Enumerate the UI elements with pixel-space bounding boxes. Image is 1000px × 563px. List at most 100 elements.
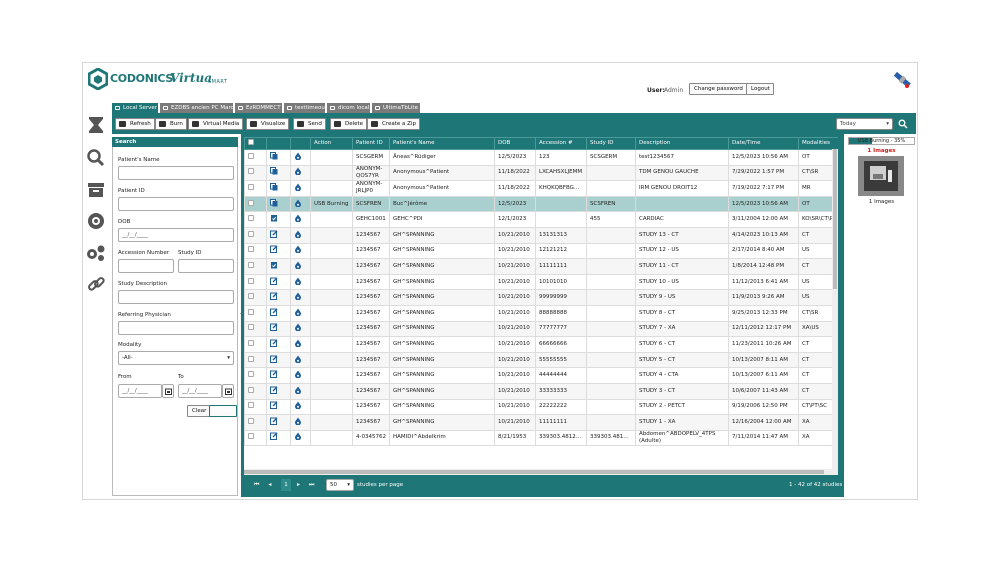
server-tab[interactable]: Local Server [112,103,158,113]
row-checkbox[interactable] [244,289,267,306]
column-header[interactable]: Action [310,137,353,150]
change-password-button[interactable]: Change password [689,83,747,95]
burn-icon[interactable] [290,195,311,213]
row-checkbox[interactable] [244,242,267,260]
burn-icon[interactable] [290,304,311,322]
study-row[interactable]: GEHC1001 GEHC^PDI 12/1/2023 455 CARDIAC 3/11/… [244,211,838,228]
row-action-icon[interactable] [266,149,291,166]
burn-icon[interactable] [290,180,311,197]
row-action-icon[interactable] [266,336,291,353]
search-button[interactable]: Search [209,405,237,417]
row-checkbox[interactable] [244,336,267,353]
row-action-icon[interactable] [266,180,291,197]
row-checkbox[interactable] [244,414,267,431]
from-calendar-button[interactable] [162,384,174,398]
server-tab[interactable]: UltimaTbLite [372,103,420,113]
patient-id-input[interactable] [118,197,234,211]
row-action-icon[interactable] [266,367,291,384]
study-row[interactable]: 1234567 GH^SPANNING 10/21/2010 55555555 STUD… [244,351,838,369]
study-row[interactable]: 1234567 GH^SPANNING 10/21/2010 77777777 STUD… [244,320,838,338]
row-checkbox[interactable] [244,195,267,213]
logout-button[interactable]: Logout [746,83,774,95]
referring-physician-input[interactable] [118,321,234,335]
row-checkbox[interactable] [244,382,267,400]
row-action-icon[interactable] [266,226,291,244]
settings-icon[interactable] [87,245,105,262]
study-row[interactable]: SCSGERM Äneas^Rüdiger 12/5/2023 123 SCSGERM t… [244,149,838,166]
study-row[interactable]: 1234567 GH^SPANNING 10/21/2010 11111111 STUD… [244,414,838,431]
column-header[interactable]: Patient ID [352,137,390,150]
toolbar-button[interactable]: Virtual Media [188,118,244,130]
row-checkbox[interactable] [244,304,267,322]
study-row[interactable]: 4-0345762 HAMIDI^Abdelkrim 8/21/1953 339303… [244,429,838,447]
archive-icon[interactable] [88,183,104,197]
study-row[interactable]: ANONYM-QOS7YR Anonymous^Patient 11/18/2022… [244,164,838,182]
patient-name-input[interactable] [118,166,234,180]
row-action-icon[interactable] [266,258,291,275]
toolbar-button[interactable]: Refresh [115,118,155,130]
burn-icon[interactable] [290,258,311,275]
row-checkbox[interactable] [244,351,267,369]
burn-icon[interactable] [290,242,311,260]
column-header[interactable]: Modalities [798,137,838,150]
row-checkbox[interactable] [244,429,267,447]
column-header[interactable]: Accession # [535,137,587,150]
toolbar-button[interactable]: Delete [330,118,368,130]
burn-icon[interactable] [290,273,311,291]
study-id-input[interactable] [178,259,234,273]
burn-icon[interactable] [290,367,311,384]
row-action-icon[interactable] [266,289,291,306]
burn-icon[interactable] [290,336,311,353]
dob-input[interactable]: __/__/____ [118,228,234,242]
toolbar-button[interactable]: Send [293,118,326,130]
study-row[interactable]: 1234567 GH^SPANNING 10/21/2010 88888888 STUD… [244,304,838,322]
pager-arrows[interactable]: ▸⏭ [297,481,324,488]
current-page[interactable]: 1 [281,479,291,491]
burn-icon[interactable] [290,149,311,166]
burn-icon[interactable] [290,226,311,244]
study-row[interactable]: 1234567 GH^SPANNING 10/21/2010 12121212 STUD… [244,242,838,260]
server-tab[interactable]: EZDBS ancien PC Marc [160,103,234,113]
row-action-icon[interactable] [266,211,291,228]
column-header[interactable]: Description [635,137,729,150]
study-row[interactable]: 1234567 GH^SPANNING 10/21/2010 66666666 STUD… [244,336,838,353]
study-description-input[interactable] [118,290,234,304]
row-checkbox[interactable] [244,226,267,244]
row-action-icon[interactable] [266,273,291,291]
page-size-select[interactable]: 50 ▾ [326,479,354,491]
burn-icon[interactable] [290,429,311,447]
row-action-icon[interactable] [266,382,291,400]
study-row[interactable]: 1234567 GH^SPANNING 10/21/2010 10101010 STUD… [244,273,838,291]
search-icon[interactable] [87,149,105,167]
server-tab[interactable]: testtimeout [284,103,327,113]
study-row[interactable]: 1234567 GH^SPANNING 10/21/2010 11111111 STUD… [244,258,838,275]
row-checkbox[interactable] [244,367,267,384]
accession-input[interactable] [118,259,174,273]
burn-icon[interactable] [290,398,311,416]
toolbar-search-icon[interactable] [898,119,908,129]
study-row[interactable]: 1234567 GH^SPANNING 10/21/2010 33333333 STUD… [244,382,838,400]
row-action-icon[interactable] [266,351,291,369]
clear-button[interactable]: Clear [187,405,211,417]
row-checkbox[interactable] [244,211,267,228]
link-icon[interactable] [88,277,105,291]
select-all[interactable] [244,137,267,150]
satellite-icon[interactable] [890,68,914,92]
row-checkbox[interactable] [244,273,267,291]
study-row[interactable]: USB Burning SCSFREN Buc^Jérôme 12/5/2023 SCS… [244,195,838,213]
study-row[interactable]: ANONYM-JRLJP0 Anonymous^Patient 11/18/2022… [244,180,838,197]
server-tab[interactable]: dicom local [327,103,370,113]
to-input[interactable]: __/__/____ [178,384,222,398]
vertical-scrollbar[interactable] [832,149,838,469]
row-action-icon[interactable] [266,304,291,322]
modality-select[interactable]: -All- ▾ [118,351,234,365]
row-checkbox[interactable] [244,320,267,338]
column-header[interactable]: Date/Time [728,137,799,150]
column-header[interactable]: DOB [494,137,536,150]
pager-arrows[interactable]: ⏮◂ [254,481,281,488]
server-tab[interactable]: EzRDMMECT [235,103,282,113]
disc-icon[interactable] [88,213,104,229]
burn-icon[interactable] [290,351,311,369]
burn-icon[interactable] [290,382,311,400]
row-action-icon[interactable] [266,242,291,260]
